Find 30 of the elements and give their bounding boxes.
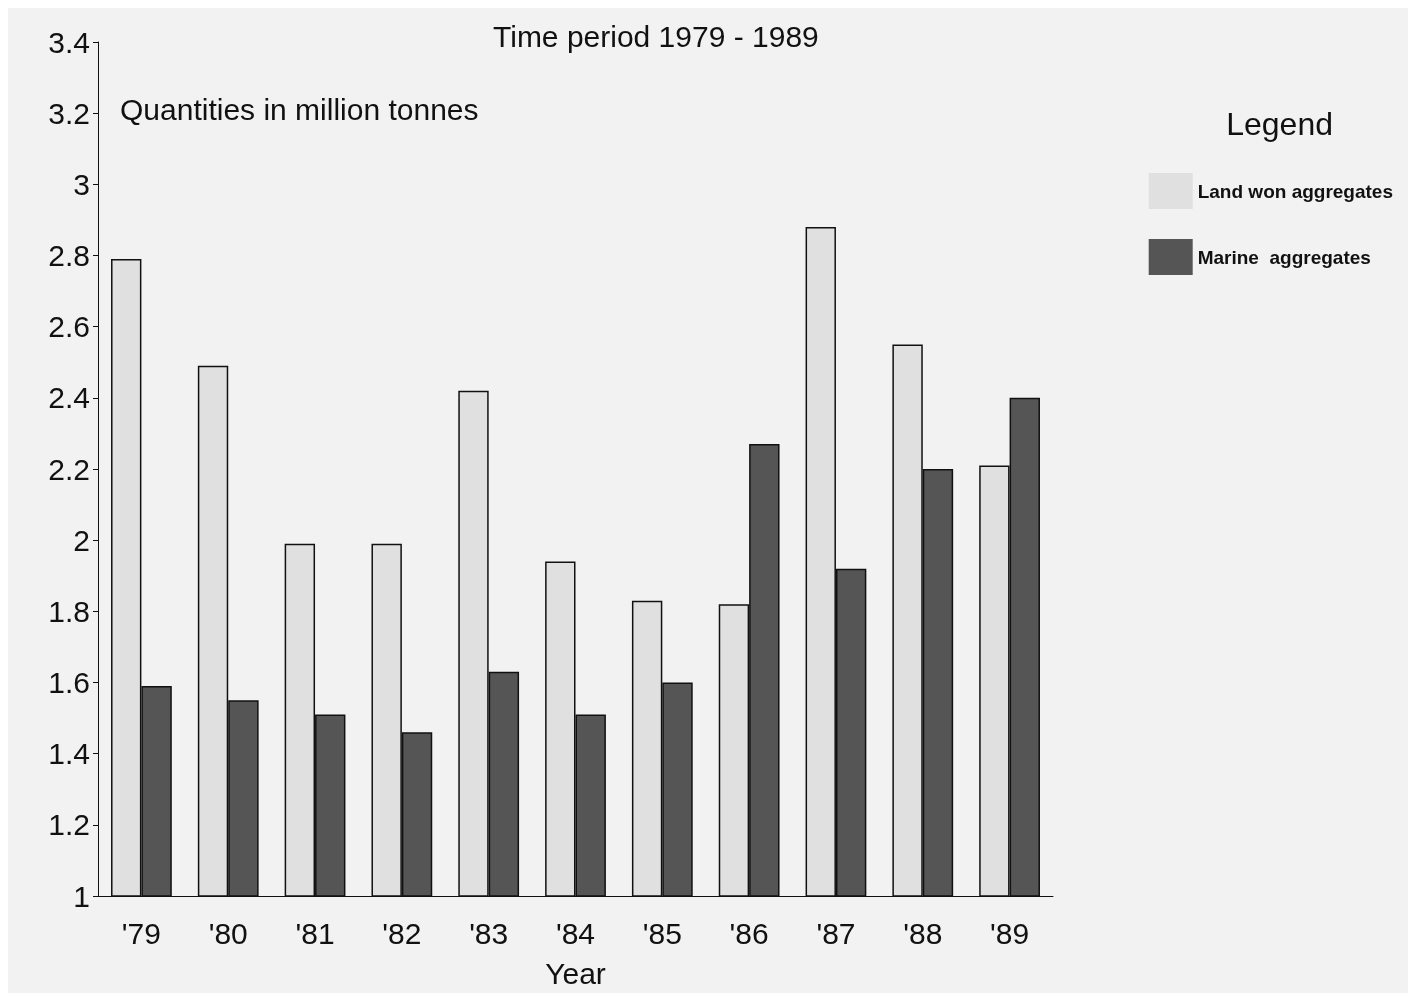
x-tick-label: '87 xyxy=(816,916,856,950)
x-tick-label: '79 xyxy=(121,916,161,950)
legend-label: Marine aggregates xyxy=(1197,246,1371,268)
y-tick-label: 1.8 xyxy=(48,594,90,628)
legend-label: Land won aggregates xyxy=(1197,180,1394,202)
chart-title: Time period 1979 - 1989 xyxy=(493,19,819,53)
x-tick-label: '88 xyxy=(903,916,943,950)
y-tick-label: 2.6 xyxy=(48,310,90,344)
legend-title: Legend xyxy=(1226,106,1333,142)
y-tick-label: 1 xyxy=(73,879,90,913)
x-tick-label: '89 xyxy=(990,916,1030,950)
y-tick-label: 3.4 xyxy=(48,25,90,59)
x-tick-label: '81 xyxy=(295,916,335,950)
y-tick-label: 2.8 xyxy=(48,239,90,272)
y-tick-label: 1.6 xyxy=(48,666,90,699)
y-tick-label: 2.4 xyxy=(48,381,90,415)
x-tick-label: '86 xyxy=(729,916,769,950)
y-tick-label: 2 xyxy=(73,523,90,557)
x-axis-title: Year xyxy=(545,956,606,990)
y-tick-label: 1.2 xyxy=(48,808,90,842)
x-tick-label: '84 xyxy=(555,916,596,950)
x-tick-label: '82 xyxy=(382,916,422,950)
text: Quantities in million tonnes xyxy=(120,92,479,126)
y-tick-label: 3.2 xyxy=(48,96,90,130)
x-tick-label: '85 xyxy=(642,916,682,950)
y-tick-label: 2.2 xyxy=(48,452,90,486)
y-tick-label: 3 xyxy=(73,167,90,201)
x-tick-label: '83 xyxy=(469,916,509,950)
x-tick-label: '80 xyxy=(208,916,248,950)
y-tick-label: 1.4 xyxy=(48,737,90,771)
